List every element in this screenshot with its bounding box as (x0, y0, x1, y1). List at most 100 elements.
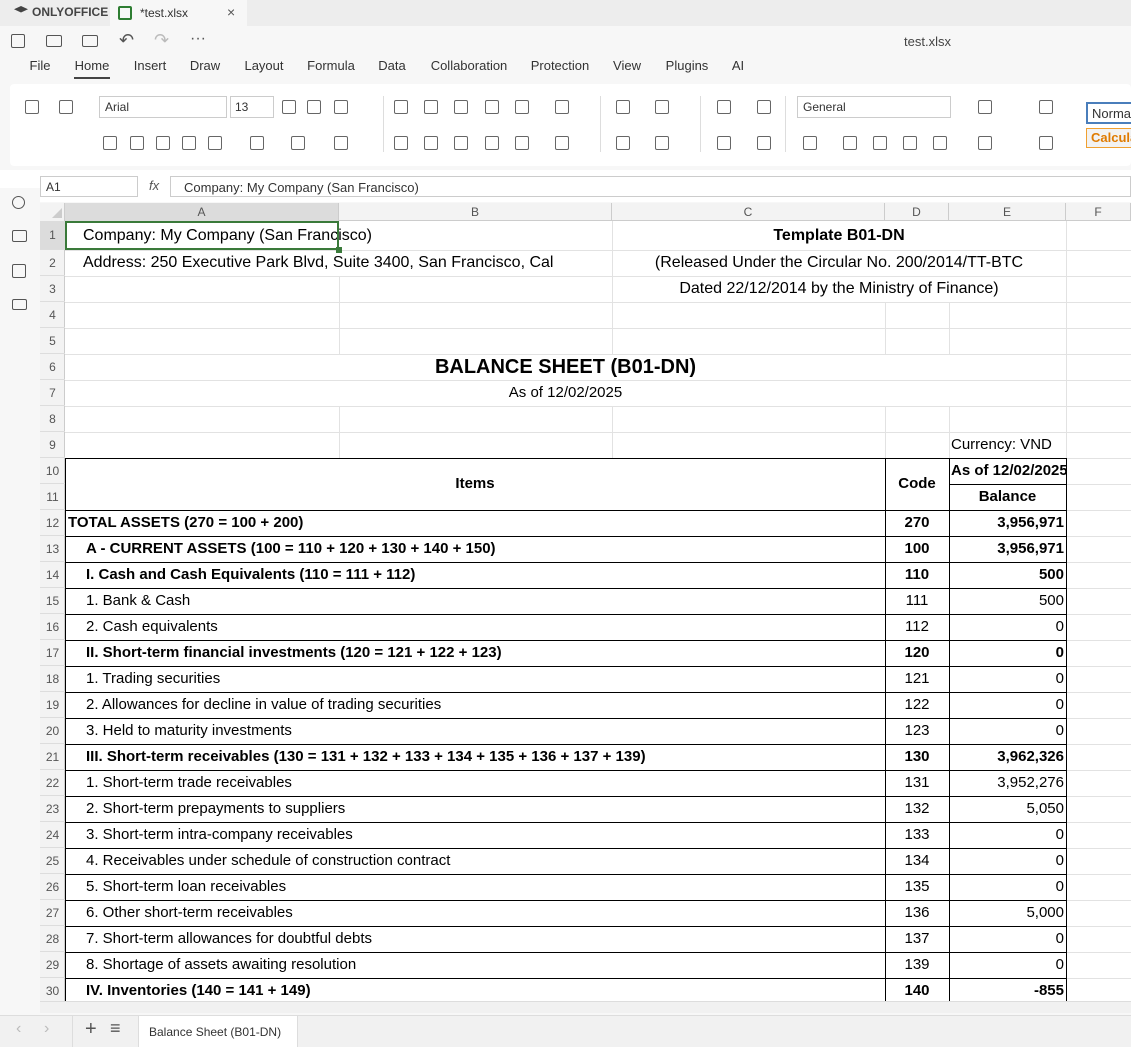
toolbar-button[interactable] (485, 100, 499, 114)
row-header[interactable]: 17 (40, 640, 65, 666)
row-header[interactable]: 27 (40, 900, 65, 926)
cell[interactable]: 3,952,276 (997, 774, 1064, 791)
cell[interactable]: 5,050 (1026, 800, 1064, 817)
row-header[interactable]: 2 (40, 250, 65, 276)
toolbar-button[interactable] (873, 136, 887, 150)
spreadsheet-grid[interactable]: A B C D E F 1 2 3 4 5 6 7 8 9 10 11 12 13 14 15 16 17 18 19 20 21 2… (40, 203, 1131, 1001)
cell[interactable]: Dated 22/12/2014 by the Ministry of Fina… (679, 280, 999, 297)
cell[interactable]: A - CURRENT ASSETS (100 = 110 + 120 + 13… (86, 540, 496, 557)
row-header[interactable]: 28 (40, 926, 65, 952)
row-header[interactable]: 25 (40, 848, 65, 874)
prev-sheet[interactable]: ‹ (16, 1020, 22, 1037)
toolbar-button[interactable] (182, 136, 196, 150)
row-header[interactable]: 16 (40, 614, 65, 640)
toolbar-button[interactable] (424, 136, 438, 150)
toolbar-button[interactable] (978, 100, 992, 114)
cell[interactable]: 0 (1055, 722, 1064, 739)
cell[interactable]: 120 (904, 644, 930, 661)
toolbar-button[interactable] (156, 136, 170, 150)
cell[interactable]: BALANCE SHEET (B01-DN) (434, 356, 697, 378)
font-name-box[interactable]: Arial (99, 96, 227, 118)
save-button[interactable] (11, 34, 25, 48)
row-header[interactable]: 26 (40, 874, 65, 900)
cell[interactable]: 1. Trading securities (86, 670, 221, 687)
cell[interactable]: 3. Held to maturity investments (86, 722, 292, 739)
name-box[interactable]: A1 (40, 176, 138, 197)
row-header[interactable]: 23 (40, 796, 65, 822)
number-format-box[interactable]: General (797, 96, 951, 118)
menu-tab[interactable]: Home (74, 58, 110, 73)
next-sheet[interactable]: › (44, 1020, 50, 1037)
cell[interactable]: 135 (904, 878, 930, 895)
row-header[interactable]: 19 (40, 692, 65, 718)
menu-tab[interactable]: Data (378, 58, 406, 73)
quick-print-button[interactable] (82, 35, 98, 47)
cell[interactable]: 130 (904, 748, 930, 765)
row-header[interactable]: 24 (40, 822, 65, 848)
row-header[interactable]: 21 (40, 744, 65, 770)
redo-button[interactable]: ↷ (154, 30, 170, 50)
cell[interactable]: 4. Receivables under schedule of constru… (86, 852, 451, 869)
row-header[interactable]: 4 (40, 302, 65, 328)
row-header[interactable]: 20 (40, 718, 65, 744)
add-sheet[interactable]: + (85, 1018, 97, 1040)
toolbar-button[interactable] (555, 100, 569, 114)
sheet-tab[interactable]: Balance Sheet (B01-DN) (138, 1016, 298, 1047)
cell[interactable]: 132 (904, 800, 930, 817)
toolbar-button[interactable] (515, 136, 529, 150)
cell[interactable]: 111 (905, 592, 929, 609)
print-button[interactable] (46, 35, 62, 47)
row-header[interactable]: 13 (40, 536, 65, 562)
cell[interactable]: Items (455, 475, 495, 492)
row-header[interactable]: 11 (40, 484, 65, 510)
toolbar-button[interactable] (655, 136, 669, 150)
toolbar-button[interactable] (394, 100, 408, 114)
cell[interactable]: -855 (1033, 982, 1064, 999)
row-header[interactable]: 7 (40, 380, 65, 406)
toolbar-button[interactable] (454, 136, 468, 150)
menu-tab[interactable]: Protection (530, 58, 590, 73)
cell[interactable]: 0 (1055, 878, 1064, 895)
menu-tab[interactable]: Formula (307, 58, 355, 73)
row-header[interactable]: 10 (40, 458, 65, 484)
cell[interactable]: 0 (1055, 826, 1064, 843)
cell[interactable]: As of 12/02/2025 (508, 384, 623, 401)
spellcheck-button[interactable] (12, 264, 26, 278)
more-button[interactable]: ··· (190, 30, 206, 47)
cell[interactable]: 137 (904, 930, 930, 947)
cell[interactable]: Template B01-DN (773, 227, 905, 244)
column-header[interactable]: D (885, 203, 949, 221)
menu-tab[interactable]: Draw (189, 58, 221, 73)
search-button[interactable] (12, 196, 25, 209)
cell[interactable]: 131 (904, 774, 930, 791)
cell[interactable]: 0 (1055, 618, 1064, 635)
cell[interactable]: 112 (905, 618, 929, 635)
cell[interactable]: 8. Shortage of assets awaiting resolutio… (86, 956, 357, 973)
row-header[interactable]: 6 (40, 354, 65, 380)
menu-tab[interactable]: Insert (133, 58, 167, 73)
row-header[interactable]: 12 (40, 510, 65, 536)
row-header[interactable]: 18 (40, 666, 65, 692)
column-header[interactable]: F (1066, 203, 1131, 221)
cell[interactable]: 0 (1055, 644, 1064, 661)
cell[interactable]: 270 (904, 514, 930, 531)
toolbar-button[interactable] (978, 136, 992, 150)
comments-button[interactable] (12, 230, 27, 242)
cell[interactable]: 121 (904, 670, 930, 687)
row-header[interactable]: 5 (40, 328, 65, 354)
toolbar-button[interactable] (485, 136, 499, 150)
column-header[interactable]: A (65, 203, 339, 221)
menu-tab[interactable]: Plugins (665, 58, 709, 73)
cell[interactable]: TOTAL ASSETS (270 = 100 + 200) (68, 514, 304, 531)
toolbar-button[interactable] (291, 136, 305, 150)
cell[interactable]: 6. Other short-term receivables (86, 904, 293, 921)
row-header[interactable]: 22 (40, 770, 65, 796)
cell[interactable]: 0 (1055, 956, 1064, 973)
toolbar-button[interactable] (933, 136, 947, 150)
toolbar-button[interactable] (803, 136, 817, 150)
row-header[interactable]: 15 (40, 588, 65, 614)
cell[interactable]: III. Short-term receivables (130 = 131 +… (86, 748, 646, 765)
toolbar-button[interactable] (334, 100, 348, 114)
sheet-list[interactable]: ≡ (110, 1018, 121, 1038)
menu-tab[interactable]: Collaboration (430, 58, 508, 73)
